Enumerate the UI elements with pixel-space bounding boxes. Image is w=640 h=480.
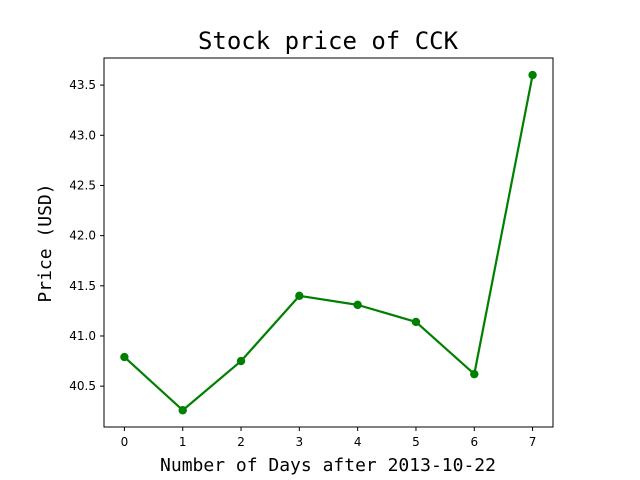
y-tick-label: 42.0 [69, 229, 96, 243]
y-axis-label: Price (USD) [35, 183, 56, 302]
y-tick-label: 43.5 [69, 78, 96, 92]
x-tick-label: 1 [179, 435, 187, 449]
chart-title: Stock price of CCK [198, 27, 459, 55]
data-point [528, 70, 537, 80]
x-tick-label: 5 [412, 435, 420, 449]
price-line [123, 74, 534, 412]
x-tick-label: 3 [296, 435, 304, 449]
y-tick-label: 43.0 [69, 128, 96, 142]
series-layer [120, 70, 537, 415]
data-point [353, 300, 362, 310]
y-tick-label: 41.5 [69, 279, 96, 293]
data-point [236, 356, 246, 366]
data-point [470, 369, 479, 379]
y-tick-label: 40.5 [69, 379, 96, 393]
data-point [295, 291, 304, 301]
x-axis-label: Number of Days after 2013-10-22 [160, 455, 496, 476]
x-tick-label: 0 [121, 435, 129, 449]
data-point [120, 352, 129, 362]
x-tick-label: 4 [354, 435, 362, 449]
plot-frame [103, 57, 554, 428]
x-tick-label: 2 [237, 435, 245, 449]
data-point [178, 406, 187, 415]
x-tick-label: 7 [529, 435, 537, 449]
y-tick-label: 41.0 [69, 329, 96, 343]
x-tick-label: 6 [470, 435, 478, 449]
ticks: 0 1 2 3 4 5 6 7 40.5 41.0 41.5 42.0 42.5 43.0 43.5 [69, 78, 536, 449]
data-point [411, 317, 421, 327]
y-tick-label: 42.5 [69, 178, 96, 192]
